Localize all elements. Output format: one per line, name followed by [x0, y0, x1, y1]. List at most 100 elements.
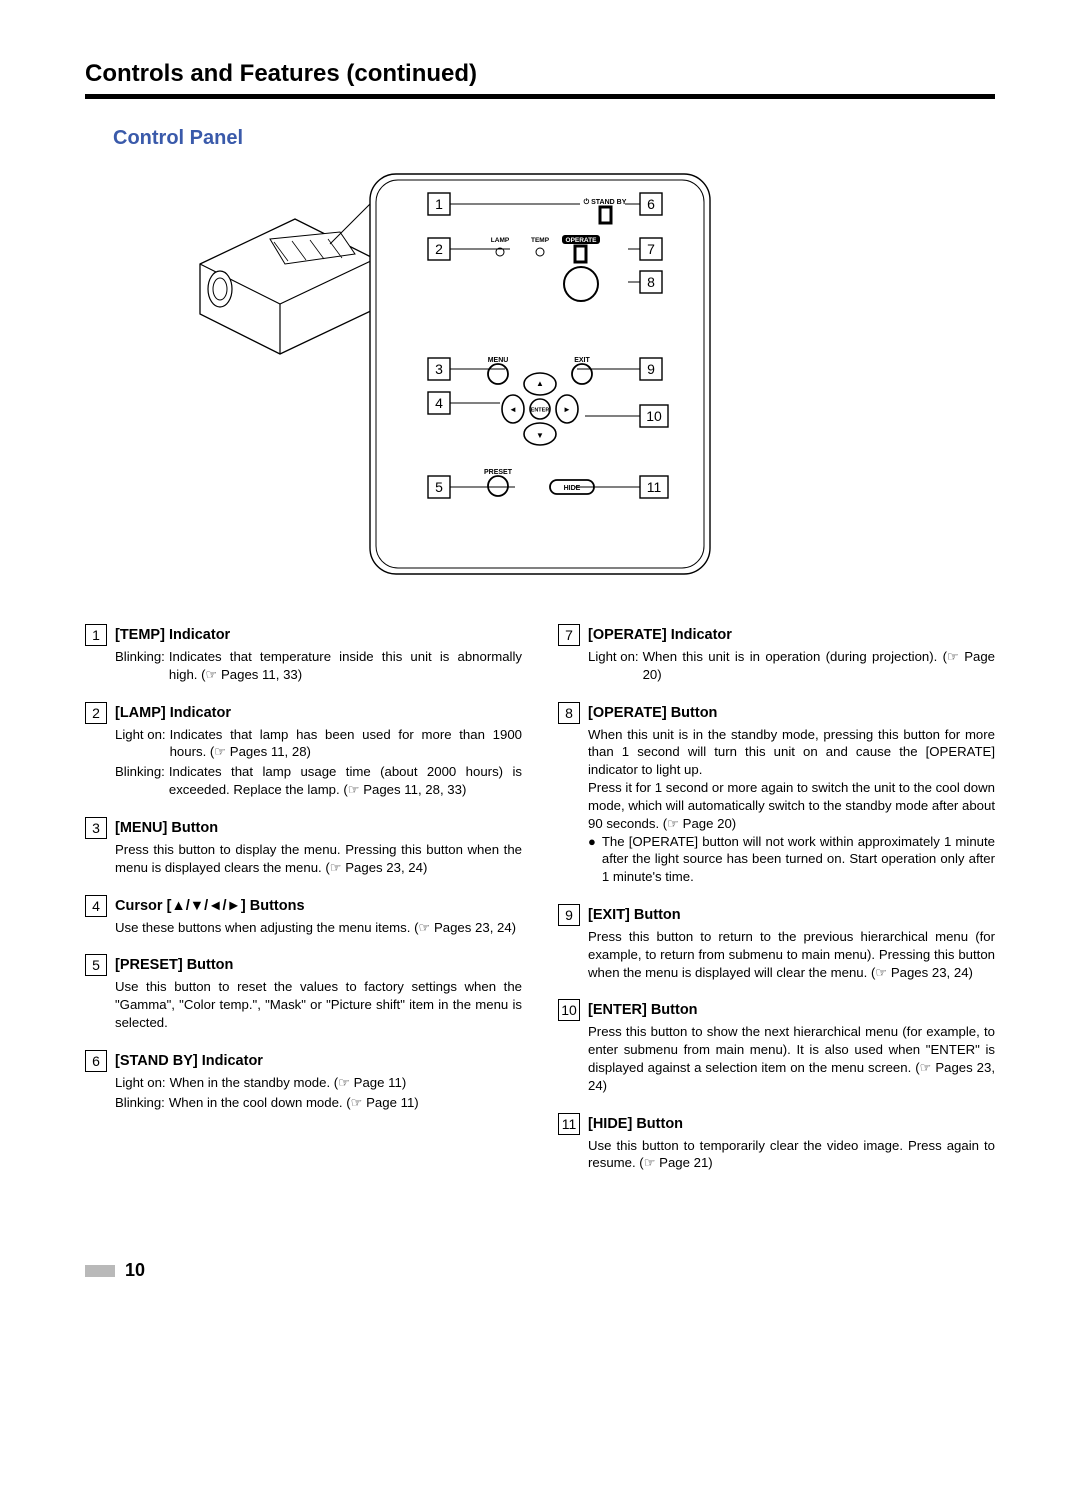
svg-text:5: 5 — [435, 479, 443, 495]
body-text: Press this button to show the next hiera… — [588, 1023, 995, 1094]
svg-text:MENU: MENU — [488, 357, 509, 364]
item-9: 9 [EXIT] Button Press this button to ret… — [558, 904, 995, 981]
svg-text:2: 2 — [435, 241, 443, 257]
item-5: 5 [PRESET] Button Use this button to res… — [85, 954, 522, 1031]
bullet-text: The [OPERATE] button will not work withi… — [602, 833, 995, 886]
item-body: Press this button to display the menu. P… — [115, 841, 522, 877]
svg-text:OPERATE: OPERATE — [566, 237, 598, 244]
item-title: [MENU] Button — [115, 820, 218, 836]
bullet-icon: ● — [588, 833, 596, 886]
item-number-box: 4 — [85, 895, 107, 917]
item-body: When this unit is in the standby mode, p… — [588, 726, 995, 886]
svg-text:HIDE: HIDE — [564, 485, 581, 492]
item-number-box: 10 — [558, 999, 580, 1021]
svg-text:11: 11 — [647, 479, 662, 495]
body-text: When this unit is in the standby mode, p… — [588, 726, 995, 779]
svg-text:TEMP: TEMP — [531, 237, 550, 244]
def-label: Light on: — [115, 1074, 166, 1092]
body-text: Use this button to reset the values to f… — [115, 978, 522, 1031]
item-number-box: 6 — [85, 1050, 107, 1072]
item-title: [EXIT] Button — [588, 907, 681, 923]
item-body: Use this button to temporarily clear the… — [588, 1137, 995, 1173]
item-body: Light on:When this unit is in operation … — [588, 648, 995, 684]
item-number-box: 5 — [85, 954, 107, 976]
item-body: Light on:Indicates that lamp has been us… — [115, 726, 522, 799]
subsection-title: Control Panel — [113, 127, 995, 150]
def-text: Indicates that lamp has been used for mo… — [170, 726, 522, 762]
item-2: 2 [LAMP] Indicator Light on:Indicates th… — [85, 702, 522, 799]
item-11: 11 [HIDE] Button Use this button to temp… — [558, 1113, 995, 1173]
svg-text:4: 4 — [435, 395, 443, 411]
svg-text:PRESET: PRESET — [484, 469, 513, 476]
footer-bar — [85, 1265, 115, 1277]
page-number: 10 — [125, 1260, 145, 1281]
item-number-box: 2 — [85, 702, 107, 724]
left-column: 1 [TEMP] Indicator Blinking:Indicates th… — [85, 624, 522, 1190]
section-title: Controls and Features (continued) — [85, 60, 995, 88]
item-title: Cursor [▲/▼/◄/►] Buttons — [115, 898, 305, 914]
svg-text:3: 3 — [435, 361, 443, 377]
description-columns: 1 [TEMP] Indicator Blinking:Indicates th… — [85, 624, 995, 1190]
svg-text:LAMP: LAMP — [491, 237, 510, 244]
svg-text:9: 9 — [647, 361, 655, 377]
body-text: Press this button to return to the previ… — [588, 928, 995, 981]
def-label: Blinking: — [115, 648, 165, 684]
svg-text:▼: ▼ — [536, 431, 544, 440]
item-number-box: 11 — [558, 1113, 580, 1135]
control-panel-diagram: ⏻ STAND BY LAMP TEMP OPERATE MENU EXIT ENTER ▲ ▼… — [85, 164, 995, 594]
item-number-box: 9 — [558, 904, 580, 926]
item-title: [LAMP] Indicator — [115, 705, 231, 721]
svg-text:EXIT: EXIT — [574, 357, 590, 364]
def-text: When in the cool down mode. (☞ Page 11) — [169, 1094, 522, 1112]
item-title: [ENTER] Button — [588, 1002, 698, 1018]
svg-text:▲: ▲ — [536, 379, 544, 388]
item-body: Press this button to return to the previ… — [588, 928, 995, 981]
item-title: [OPERATE] Button — [588, 705, 717, 721]
item-title: [PRESET] Button — [115, 957, 233, 973]
item-10: 10 [ENTER] Button Press this button to s… — [558, 999, 995, 1094]
item-body: Blinking:Indicates that temperature insi… — [115, 648, 522, 684]
item-number-box: 7 — [558, 624, 580, 646]
svg-text:ENTER: ENTER — [531, 408, 550, 414]
item-body: Use this button to reset the values to f… — [115, 978, 522, 1031]
right-column: 7 [OPERATE] Indicator Light on:When this… — [558, 624, 995, 1190]
body-text: Use this button to temporarily clear the… — [588, 1137, 995, 1173]
def-label: Light on: — [115, 726, 166, 762]
svg-text:1: 1 — [435, 196, 443, 212]
item-number-box: 1 — [85, 624, 107, 646]
item-title: [STAND BY] Indicator — [115, 1053, 263, 1069]
svg-text:7: 7 — [647, 241, 655, 257]
svg-text:⏻ STAND BY: ⏻ STAND BY — [584, 198, 627, 206]
item-number-box: 3 — [85, 817, 107, 839]
item-number-box: 8 — [558, 702, 580, 724]
item-4: 4 Cursor [▲/▼/◄/►] Buttons Use these but… — [85, 895, 522, 937]
svg-text:◄: ◄ — [509, 405, 517, 414]
item-body: Use these buttons when adjusting the men… — [115, 919, 522, 937]
svg-text:6: 6 — [647, 196, 655, 212]
body-text: Use these buttons when adjusting the men… — [115, 919, 522, 937]
svg-text:10: 10 — [646, 408, 662, 424]
svg-text:►: ► — [563, 405, 571, 414]
def-label: Blinking: — [115, 763, 165, 799]
def-label: Light on: — [588, 648, 639, 684]
body-text: Press this button to display the menu. P… — [115, 841, 522, 877]
def-text: Indicates that temperature inside this u… — [169, 648, 522, 684]
svg-text:8: 8 — [647, 274, 655, 290]
item-title: [TEMP] Indicator — [115, 627, 230, 643]
section-rule — [85, 94, 995, 99]
item-title: [OPERATE] Indicator — [588, 627, 732, 643]
def-text: When in the standby mode. (☞ Page 11) — [170, 1074, 522, 1092]
page-footer: 10 — [85, 1260, 995, 1281]
item-body: Press this button to show the next hiera… — [588, 1023, 995, 1094]
def-label: Blinking: — [115, 1094, 165, 1112]
item-body: Light on:When in the standby mode. (☞ Pa… — [115, 1074, 522, 1112]
item-6: 6 [STAND BY] Indicator Light on:When in … — [85, 1050, 522, 1112]
item-8: 8 [OPERATE] Button When this unit is in … — [558, 702, 995, 886]
def-text: Indicates that lamp usage time (about 20… — [169, 763, 522, 799]
item-3: 3 [MENU] Button Press this button to dis… — [85, 817, 522, 877]
item-7: 7 [OPERATE] Indicator Light on:When this… — [558, 624, 995, 684]
body-text: Press it for 1 second or more again to s… — [588, 779, 995, 832]
item-1: 1 [TEMP] Indicator Blinking:Indicates th… — [85, 624, 522, 684]
def-text: When this unit is in operation (during p… — [643, 648, 995, 684]
item-title: [HIDE] Button — [588, 1116, 683, 1132]
